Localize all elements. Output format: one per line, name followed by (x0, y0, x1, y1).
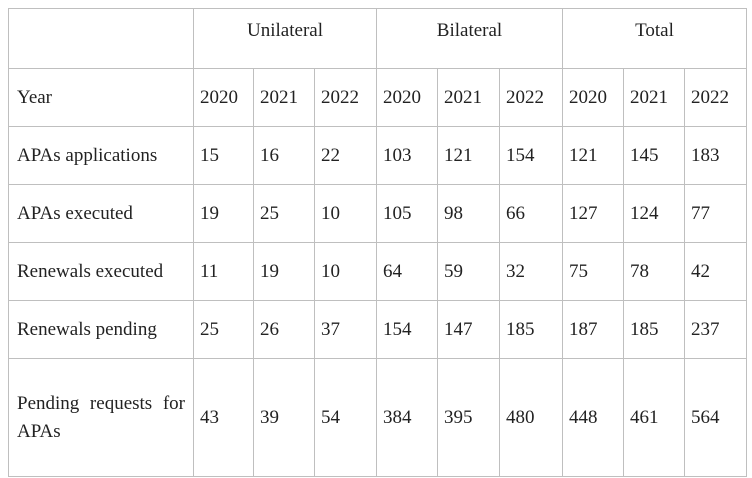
value-cell: 124 (623, 184, 685, 243)
value-cell: 480 (499, 358, 563, 477)
value-cell: 10 (314, 242, 377, 301)
group-row: Unilateral Bilateral Total (8, 8, 748, 69)
data-row: Renewals pending 25 26 37 154 147 185 187 185 237 (8, 300, 748, 359)
value-cell: 39 (253, 358, 315, 477)
value-cell: 121 (437, 126, 500, 185)
data-row: Pending requests for APAs 43 39 54 384 395 480… (8, 358, 748, 477)
value-cell: 19 (193, 184, 254, 243)
value-cell: 564 (683, 358, 748, 477)
value-cell: 26 (253, 300, 315, 359)
group-header: Bilateral (376, 8, 563, 69)
value-cell: 59 (437, 242, 500, 301)
row-label: Year (8, 68, 194, 127)
value-cell: 237 (683, 300, 748, 359)
value-cell: 11 (193, 242, 254, 301)
value-cell: 384 (376, 358, 438, 477)
value-cell: 448 (562, 358, 624, 477)
value-cell: 105 (376, 184, 438, 243)
value-cell: 66 (499, 184, 563, 243)
row-label: Pending requests for APAs (8, 358, 194, 477)
value-cell: 185 (623, 300, 685, 359)
value-cell: 32 (499, 242, 563, 301)
value-cell: 103 (376, 126, 438, 185)
row-label: Renewals pending (8, 300, 194, 359)
value-cell: 187 (562, 300, 624, 359)
year-cell: 2021 (253, 68, 315, 127)
value-cell: 147 (437, 300, 500, 359)
value-cell: 121 (562, 126, 624, 185)
value-cell: 185 (499, 300, 563, 359)
year-cell: 2022 (314, 68, 377, 127)
value-cell: 37 (314, 300, 377, 359)
value-cell: 64 (376, 242, 438, 301)
year-cell: 2022 (499, 68, 563, 127)
year-cell: 2021 (437, 68, 500, 127)
value-cell: 15 (193, 126, 254, 185)
value-cell: 10 (314, 184, 377, 243)
value-cell: 98 (437, 184, 500, 243)
year-cell: 2020 (376, 68, 438, 127)
value-cell: 78 (623, 242, 685, 301)
value-cell: 395 (437, 358, 500, 477)
data-row: APAs executed 19 25 10 105 98 66 127 124 77 (8, 184, 748, 243)
value-cell: 43 (193, 358, 254, 477)
year-cell: 2020 (193, 68, 254, 127)
apa-table: Unilateral Bilateral Total Year 2020 2021 2022… (8, 8, 748, 477)
value-cell: 154 (499, 126, 563, 185)
year-cell: 2022 (683, 68, 748, 127)
row-label: Renewals executed (8, 242, 194, 301)
year-cell: 2021 (623, 68, 685, 127)
group-header: Unilateral (193, 8, 377, 69)
value-cell: 461 (623, 358, 685, 477)
corner-cell (8, 8, 194, 69)
data-row: APAs applications 15 16 22 103 121 154 121 145 18… (8, 126, 748, 185)
value-cell: 16 (253, 126, 315, 185)
value-cell: 54 (314, 358, 377, 477)
value-cell: 25 (193, 300, 254, 359)
row-label: APAs executed (8, 184, 194, 243)
year-cell: 2020 (562, 68, 624, 127)
value-cell: 127 (562, 184, 624, 243)
data-row: Renewals executed 11 19 10 64 59 32 75 78 42 (8, 242, 748, 301)
value-cell: 42 (683, 242, 748, 301)
value-cell: 145 (623, 126, 685, 185)
row-label: APAs applications (8, 126, 194, 185)
value-cell: 22 (314, 126, 377, 185)
year-row: Year 2020 2021 2022 2020 2021 2022 2020 2021 2022 (8, 68, 748, 127)
value-cell: 183 (683, 126, 748, 185)
value-cell: 19 (253, 242, 315, 301)
value-cell: 77 (683, 184, 748, 243)
group-header: Total (561, 8, 748, 69)
value-cell: 75 (562, 242, 624, 301)
value-cell: 25 (253, 184, 315, 243)
value-cell: 154 (376, 300, 438, 359)
